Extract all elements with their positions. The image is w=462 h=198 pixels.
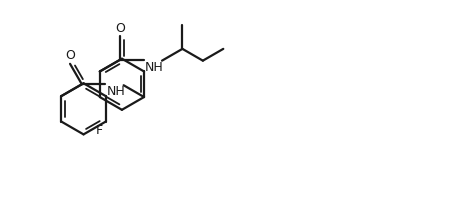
Text: NH: NH bbox=[145, 61, 164, 74]
Text: O: O bbox=[116, 22, 125, 35]
Text: NH: NH bbox=[106, 85, 125, 98]
Text: O: O bbox=[65, 49, 75, 62]
Text: F: F bbox=[96, 124, 103, 137]
